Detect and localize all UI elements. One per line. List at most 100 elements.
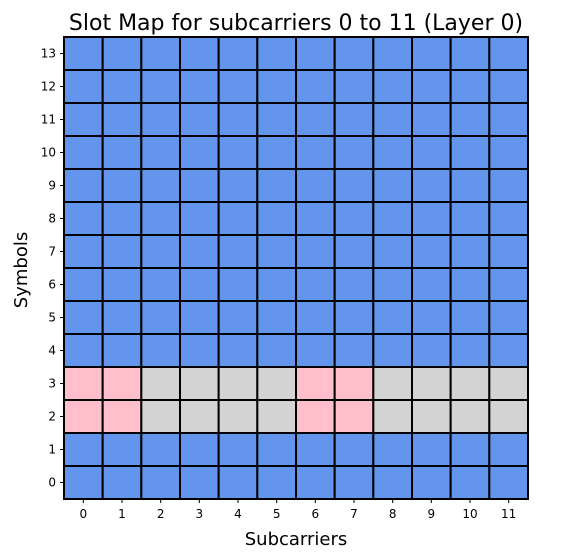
cell-sym5-sc10	[449, 300, 491, 335]
y-tick-label-1: 1	[48, 443, 56, 457]
cell-sym7-sc3	[179, 234, 220, 269]
cell-sym11-sc11	[488, 102, 530, 137]
cell-sym4-sc3	[179, 333, 220, 368]
cell-sym9-sc11	[488, 168, 530, 203]
cell-sym6-sc6	[295, 267, 336, 302]
y-tick-label-7: 7	[48, 245, 56, 259]
cell-sym6-sc7	[333, 267, 375, 302]
cell-sym0-sc10	[449, 465, 491, 500]
cell-sym7-sc11	[488, 234, 530, 269]
y-tick-label-13: 13	[41, 47, 56, 61]
x-tick-label-4: 4	[234, 507, 242, 521]
x-tick-label-0: 0	[80, 507, 88, 521]
cell-sym5-sc11	[488, 300, 530, 335]
cell-sym3-sc0	[63, 366, 104, 401]
cell-sym10-sc3	[179, 135, 220, 170]
cell-sym11-sc2	[140, 102, 181, 137]
cell-sym0-sc3	[179, 465, 220, 500]
cell-sym10-sc2	[140, 135, 181, 170]
cell-sym2-sc6	[295, 399, 336, 434]
cell-sym13-sc7	[333, 36, 375, 71]
cell-sym9-sc3	[179, 168, 220, 203]
cell-sym13-sc2	[140, 36, 181, 71]
cell-sym9-sc1	[101, 168, 143, 203]
cell-sym8-sc1	[101, 201, 143, 236]
cell-sym7-sc1	[101, 234, 143, 269]
x-tick-label-7: 7	[350, 507, 358, 521]
cell-sym13-sc9	[411, 36, 452, 71]
cell-sym4-sc2	[140, 333, 181, 368]
cell-sym13-sc8	[372, 36, 414, 71]
cell-sym11-sc7	[333, 102, 375, 137]
cell-sym1-sc11	[488, 432, 530, 467]
cell-sym2-sc7	[333, 399, 375, 434]
cell-sym10-sc4	[217, 135, 259, 170]
y-tick-label-2: 2	[48, 410, 56, 424]
y-tick-label-11: 11	[41, 113, 56, 127]
cell-sym4-sc4	[217, 333, 259, 368]
cell-sym1-sc7	[333, 432, 375, 467]
cell-sym3-sc5	[256, 366, 298, 401]
cell-sym7-sc10	[449, 234, 491, 269]
x-tick-label-1: 1	[118, 507, 126, 521]
cell-sym11-sc0	[63, 102, 104, 137]
cell-sym13-sc4	[217, 36, 259, 71]
cell-sym5-sc3	[179, 300, 220, 335]
cell-sym4-sc7	[333, 333, 375, 368]
y-tick-label-9: 9	[48, 179, 56, 193]
y-tick-label-12: 12	[41, 80, 56, 94]
y-tick-label-5: 5	[48, 311, 56, 325]
cell-sym9-sc5	[256, 168, 298, 203]
cell-sym12-sc5	[256, 69, 298, 104]
x-axis-ticks: 0 1 2 3 4 5 6 7 8 9 10 11	[80, 499, 516, 521]
cell-sym3-sc3	[179, 366, 220, 401]
cell-sym2-sc4	[217, 399, 259, 434]
cell-sym2-sc3	[179, 399, 220, 434]
cell-sym0-sc8	[372, 465, 414, 500]
cell-sym1-sc4	[217, 432, 259, 467]
x-tick-label-11: 11	[501, 507, 516, 521]
cell-sym6-sc10	[449, 267, 491, 302]
cell-sym8-sc11	[488, 201, 530, 236]
cell-sym12-sc8	[372, 69, 414, 104]
cell-sym4-sc6	[295, 333, 336, 368]
x-tick-label-10: 10	[462, 507, 477, 521]
cell-sym1-sc1	[101, 432, 143, 467]
x-tick-label-8: 8	[389, 507, 397, 521]
cell-sym12-sc1	[101, 69, 143, 104]
y-tick-label-4: 4	[48, 344, 56, 358]
cell-sym8-sc7	[333, 201, 375, 236]
cell-sym12-sc10	[449, 69, 491, 104]
cell-sym4-sc11	[488, 333, 530, 368]
cell-sym7-sc7	[333, 234, 375, 269]
cell-sym12-sc3	[179, 69, 220, 104]
cell-sym3-sc6	[295, 366, 336, 401]
cell-sym3-sc9	[411, 366, 452, 401]
cell-sym5-sc9	[411, 300, 452, 335]
cell-sym2-sc10	[449, 399, 491, 434]
cell-sym6-sc3	[179, 267, 220, 302]
cell-sym10-sc7	[333, 135, 375, 170]
cell-sym5-sc6	[295, 300, 336, 335]
y-tick-label-3: 3	[48, 377, 56, 391]
cell-sym12-sc11	[488, 69, 530, 104]
cell-sym0-sc2	[140, 465, 181, 500]
cell-sym8-sc0	[63, 201, 104, 236]
cell-sym10-sc6	[295, 135, 336, 170]
cell-sym9-sc2	[140, 168, 181, 203]
cell-sym1-sc8	[372, 432, 414, 467]
cell-sym0-sc0	[63, 465, 104, 500]
x-axis-label: Subcarriers	[245, 529, 348, 550]
cell-sym12-sc0	[63, 69, 104, 104]
x-tick-label-6: 6	[312, 507, 320, 521]
cell-sym7-sc8	[372, 234, 414, 269]
cell-sym11-sc9	[411, 102, 452, 137]
cell-sym5-sc4	[217, 300, 259, 335]
x-tick-label-5: 5	[273, 507, 281, 521]
y-tick-label-10: 10	[41, 146, 56, 160]
cell-sym8-sc8	[372, 201, 414, 236]
cell-sym1-sc10	[449, 432, 491, 467]
cell-sym10-sc1	[101, 135, 143, 170]
cell-sym10-sc9	[411, 135, 452, 170]
